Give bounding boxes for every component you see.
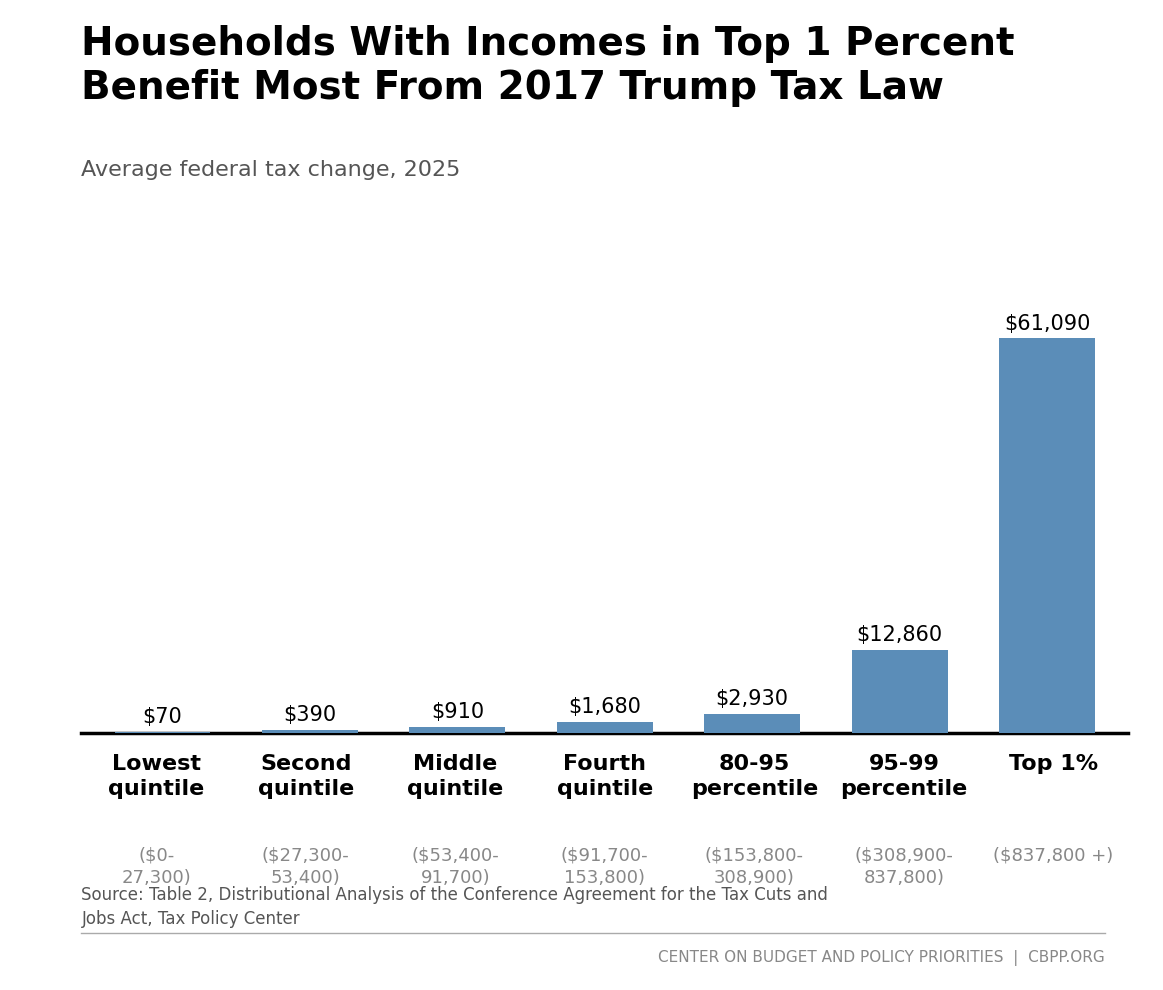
Text: 80-95
percentile: 80-95 percentile: [691, 754, 818, 799]
Text: CENTER ON BUDGET AND POLICY PRIORITIES  |  CBPP.ORG: CENTER ON BUDGET AND POLICY PRIORITIES |…: [658, 950, 1105, 966]
Text: ($27,300-
53,400): ($27,300- 53,400): [262, 846, 350, 887]
Bar: [705, 714, 800, 733]
Text: $910: $910: [430, 702, 484, 722]
Text: Households With Incomes in Top 1 Percent
Benefit Most From 2017 Trump Tax Law: Households With Incomes in Top 1 Percent…: [81, 25, 1015, 107]
Text: Source: Table 2, Distributional Analysis of the Conference Agreement for the Tax: Source: Table 2, Distributional Analysis…: [81, 886, 828, 928]
Text: ($837,800 +): ($837,800 +): [993, 846, 1113, 864]
Bar: [262, 730, 358, 733]
Bar: [999, 339, 1094, 733]
Text: 95-99
percentile: 95-99 percentile: [840, 754, 968, 799]
Bar: [409, 727, 505, 733]
Text: $1,680: $1,680: [569, 697, 641, 717]
Text: Top 1%: Top 1%: [1008, 754, 1098, 774]
Text: ($308,900-
837,800): ($308,900- 837,800): [855, 846, 954, 887]
Text: ($153,800-
308,900): ($153,800- 308,900): [705, 846, 804, 887]
Text: ($0-
27,300): ($0- 27,300): [121, 846, 191, 887]
Text: $390: $390: [284, 705, 336, 726]
Bar: [557, 722, 652, 733]
Text: Lowest
quintile: Lowest quintile: [108, 754, 205, 799]
Text: $70: $70: [143, 708, 183, 728]
Text: Fourth
quintile: Fourth quintile: [557, 754, 652, 799]
Text: $2,930: $2,930: [715, 689, 789, 709]
Bar: [851, 649, 948, 733]
Text: Second
quintile: Second quintile: [257, 754, 354, 799]
Text: Average federal tax change, 2025: Average federal tax change, 2025: [81, 160, 461, 180]
Text: $61,090: $61,090: [1004, 314, 1090, 334]
Text: Middle
quintile: Middle quintile: [407, 754, 504, 799]
Text: $12,860: $12,860: [856, 625, 943, 644]
Text: ($53,400-
91,700): ($53,400- 91,700): [412, 846, 499, 887]
Text: ($91,700-
153,800): ($91,700- 153,800): [561, 846, 649, 887]
